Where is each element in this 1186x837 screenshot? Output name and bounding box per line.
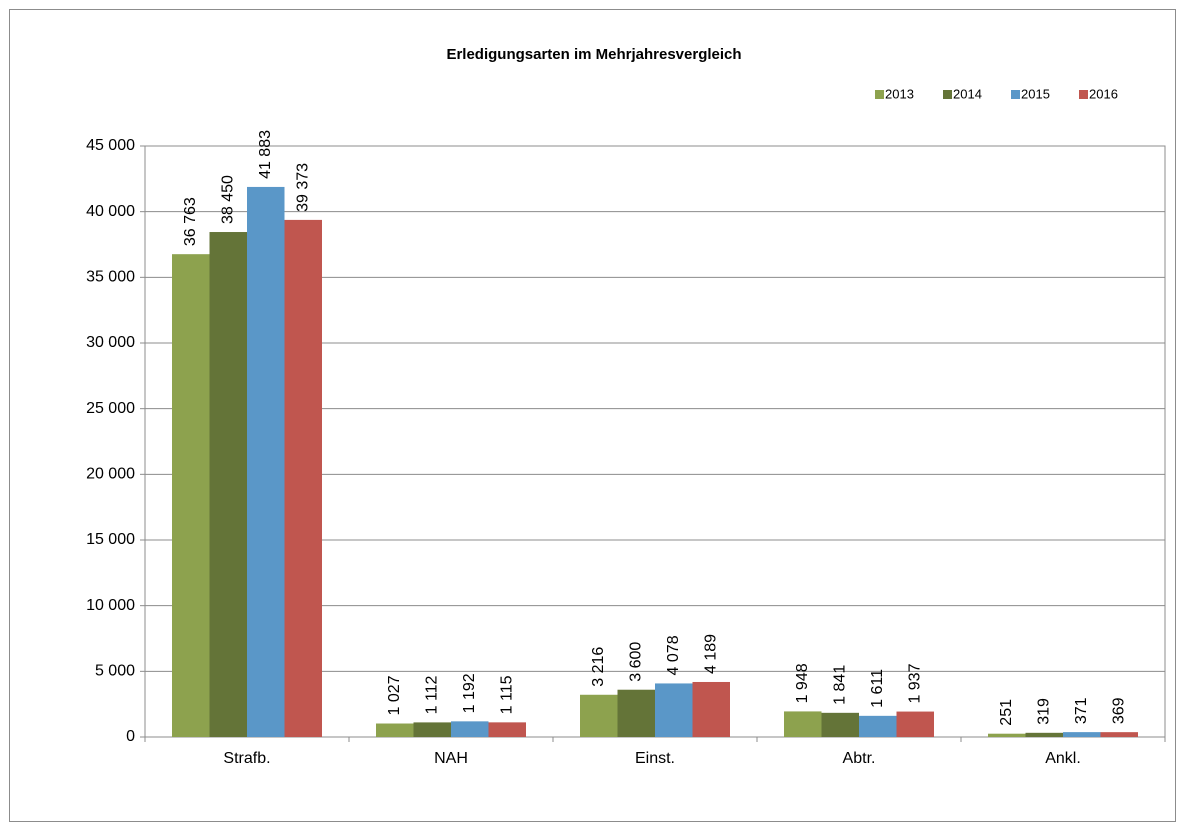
y-tick-label: 20 000 — [86, 466, 135, 483]
value-label: 319 — [1035, 698, 1052, 725]
bar — [488, 722, 526, 737]
value-label: 39 373 — [294, 163, 311, 212]
bar — [376, 723, 414, 737]
x-tick-label: Ankl. — [1045, 750, 1081, 767]
bar — [284, 219, 322, 738]
bar — [617, 689, 655, 737]
value-label: 1 948 — [794, 663, 811, 703]
x-tick-label: Abtr. — [843, 750, 876, 767]
legend-swatch — [1079, 90, 1088, 99]
legend-label: 2016 — [1089, 86, 1118, 101]
y-tick-label: 15 000 — [86, 531, 135, 548]
bar — [1025, 732, 1063, 737]
legend-label: 2015 — [1021, 86, 1050, 101]
value-label: 371 — [1073, 697, 1090, 724]
bar — [580, 694, 618, 737]
bar — [821, 712, 859, 737]
x-tick-label: NAH — [434, 750, 468, 767]
y-tick-label: 10 000 — [86, 597, 135, 614]
value-label: 1 192 — [461, 673, 478, 713]
value-label: 4 078 — [665, 635, 682, 675]
x-tick-label: Einst. — [635, 750, 675, 767]
x-tick-label: Strafb. — [223, 750, 270, 767]
value-label: 4 189 — [702, 634, 719, 674]
y-tick-label: 0 — [126, 728, 135, 745]
bar — [859, 715, 897, 737]
value-label: 41 883 — [257, 130, 274, 179]
legend-swatch — [943, 90, 952, 99]
bar — [988, 733, 1026, 737]
y-tick-label: 30 000 — [86, 334, 135, 351]
bar — [247, 186, 285, 738]
value-label: 1 027 — [386, 675, 403, 715]
chart-title: Erledigungsarten im Mehrjahresvergleich — [446, 46, 741, 63]
value-label: 38 450 — [219, 175, 236, 224]
value-label: 1 611 — [869, 669, 886, 708]
bar — [1063, 732, 1101, 737]
bar — [896, 711, 934, 737]
value-label: 1 115 — [498, 675, 515, 714]
legend-swatch — [875, 90, 884, 99]
bar — [784, 711, 822, 737]
bar — [692, 681, 730, 737]
value-label: 3 216 — [590, 647, 607, 687]
value-label: 36 763 — [182, 197, 199, 246]
value-label: 1 841 — [831, 665, 848, 705]
bar — [209, 232, 247, 738]
legend-swatch — [1011, 90, 1020, 99]
y-tick-label: 35 000 — [86, 269, 135, 286]
bar — [413, 722, 451, 737]
bar — [172, 254, 210, 737]
value-label: 1 112 — [423, 675, 440, 714]
y-tick-label: 40 000 — [86, 203, 135, 220]
legend-label: 2014 — [953, 86, 982, 101]
value-label: 251 — [998, 699, 1015, 726]
value-label: 3 600 — [627, 642, 644, 682]
bar — [655, 683, 693, 737]
y-tick-label: 25 000 — [86, 400, 135, 417]
bar — [451, 721, 489, 737]
legend-label: 2013 — [885, 86, 914, 101]
y-tick-label: 5 000 — [95, 663, 135, 680]
value-label: 369 — [1110, 697, 1127, 724]
bar — [1100, 732, 1138, 737]
y-tick-label: 45 000 — [86, 137, 135, 154]
value-label: 1 937 — [906, 663, 923, 703]
